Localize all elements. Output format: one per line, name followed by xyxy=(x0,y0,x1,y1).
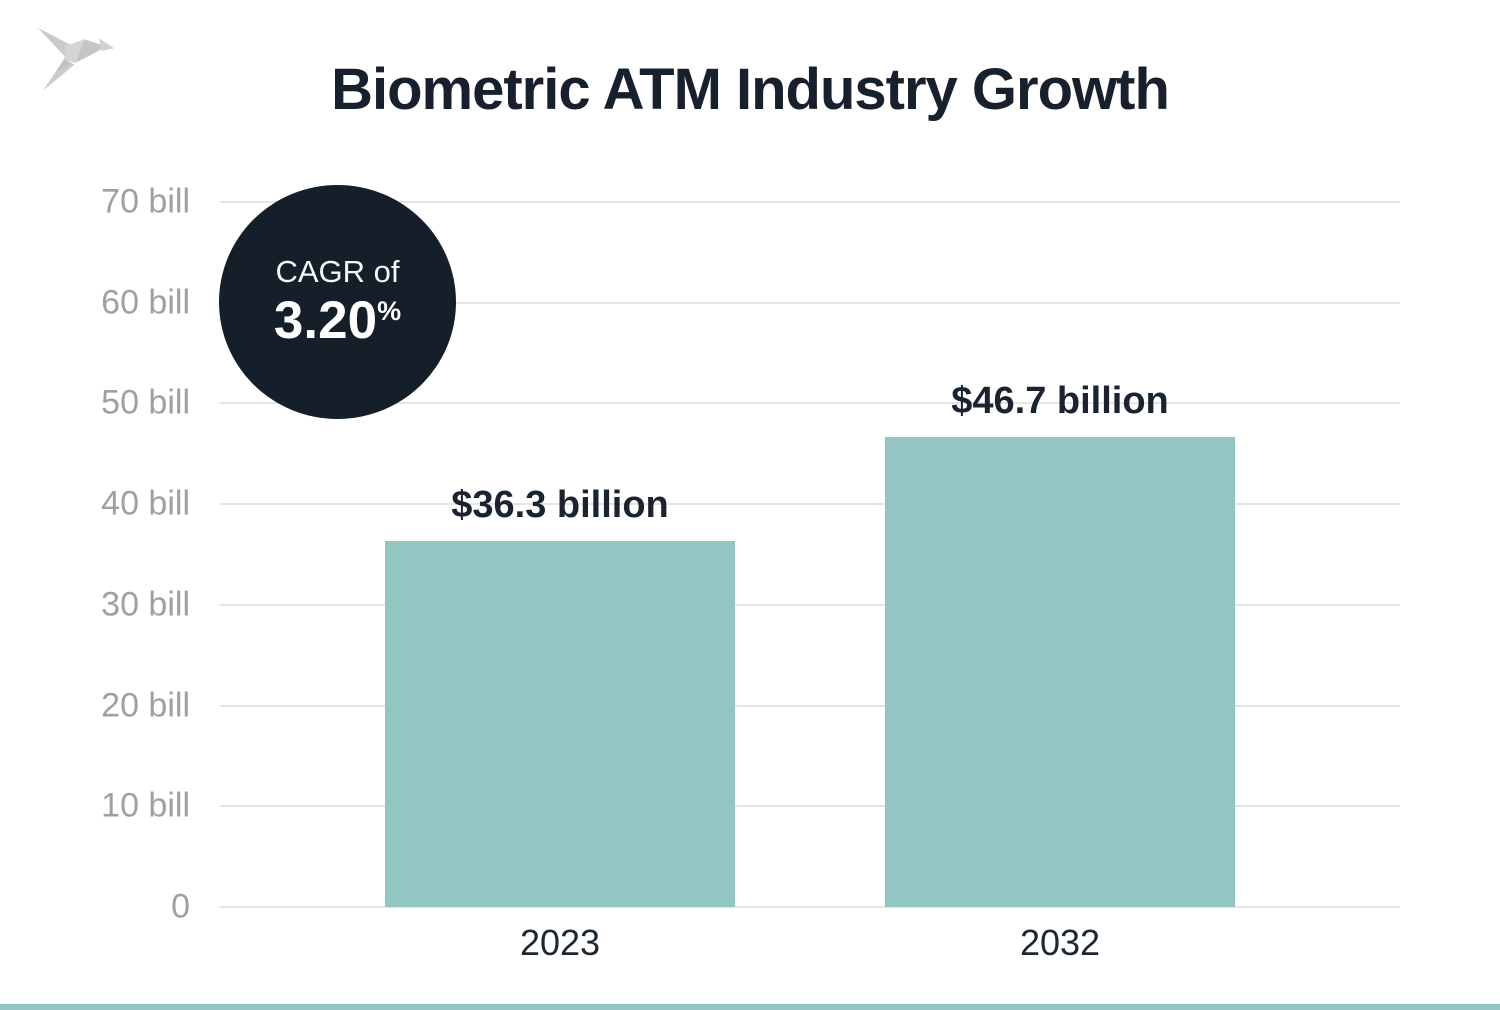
y-tick-label-60: 60 bill xyxy=(101,283,190,322)
gridline-30 xyxy=(220,603,1400,606)
y-axis: 0 10 bill 20 bill 30 bill 40 bill 50 bill 60 b… xyxy=(0,183,190,926)
y-tick-label-70: 70 bill xyxy=(101,182,190,221)
gridline-50 xyxy=(220,402,1400,405)
chart-title: Biometric ATM Industry Growth xyxy=(331,57,1170,122)
gridline-0 xyxy=(220,906,1400,908)
cagr-badge: CAGR of 3.20% xyxy=(219,185,456,419)
y-tick-label-30: 30 bill xyxy=(101,585,190,624)
cagr-badge-prefix: CAGR of xyxy=(275,254,400,290)
bar-value-label-2032: $46.7 billion xyxy=(951,379,1169,422)
origami-bird-logo xyxy=(37,27,115,91)
plot-area: $36.3 billion $46.7 billion xyxy=(220,201,1400,908)
x-axis: 2023 2032 xyxy=(220,922,1400,972)
x-tick-label-2032: 2032 xyxy=(1019,922,1101,963)
gridline-20 xyxy=(220,704,1400,707)
x-tick-label-2023: 2023 xyxy=(519,922,601,963)
y-tick-label-40: 40 bill xyxy=(101,484,190,523)
bird-beak xyxy=(98,38,115,51)
bird-wing-lower xyxy=(57,59,73,71)
y-tick-label-0: 0 xyxy=(171,887,190,926)
y-tick-label-50: 50 bill xyxy=(101,383,190,422)
bird-body xyxy=(63,39,85,63)
y-tick-label-10: 10 bill xyxy=(101,786,190,825)
footer-accent-strip xyxy=(0,1004,1500,1010)
bar-value-label-2023: $36.3 billion xyxy=(451,484,669,527)
percent-sign: % xyxy=(377,296,402,327)
bar-2032 xyxy=(885,436,1235,907)
gridline-10 xyxy=(220,805,1400,808)
bar-2023 xyxy=(385,541,735,907)
gridline-70 xyxy=(220,201,1400,203)
bird-tail xyxy=(43,60,75,91)
gridline-40 xyxy=(220,503,1400,506)
y-tick-label-20: 20 bill xyxy=(101,686,190,725)
cagr-badge-value: 3.20% xyxy=(273,291,402,351)
gridline-60 xyxy=(220,301,1400,304)
bird-head xyxy=(75,39,107,63)
